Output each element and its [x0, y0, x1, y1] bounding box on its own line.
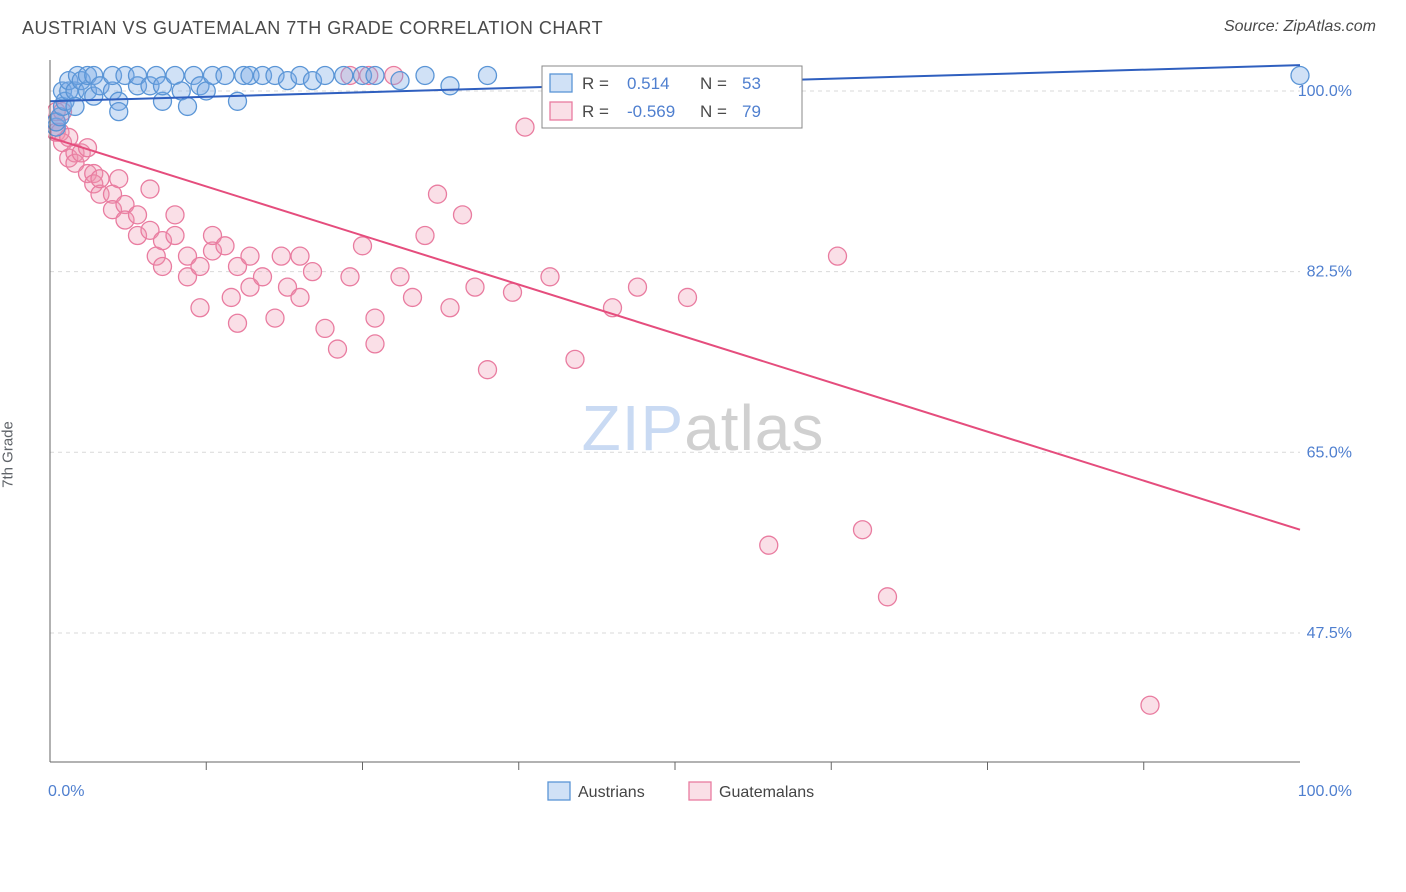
data-point	[354, 237, 372, 255]
legend-n-label: N =	[700, 102, 727, 121]
legend-label: Guatemalans	[719, 784, 814, 801]
data-point	[316, 66, 334, 84]
data-point	[479, 66, 497, 84]
legend-swatch	[548, 782, 570, 800]
data-point	[141, 180, 159, 198]
data-point	[404, 288, 422, 306]
data-point	[566, 350, 584, 368]
chart-title: AUSTRIAN VS GUATEMALAN 7TH GRADE CORRELA…	[22, 18, 603, 39]
legend-r-label: R =	[582, 102, 609, 121]
x-tick-label: 0.0%	[48, 783, 84, 800]
legend-r-value: -0.569	[627, 102, 675, 121]
chart-svg: 47.5% 65.0% 82.5% 100.0% 0.0% 100.0% R = 0.514 N…	[48, 58, 1358, 810]
data-point	[1141, 696, 1159, 714]
legend-r-value: 0.514	[627, 74, 670, 93]
y-axis-label: 7th Grade	[0, 421, 17, 488]
data-point	[1291, 66, 1309, 84]
data-point	[335, 66, 353, 84]
data-point	[304, 263, 322, 281]
data-point	[329, 340, 347, 358]
data-point	[441, 77, 459, 95]
data-point	[366, 335, 384, 353]
trend-line	[50, 137, 1300, 529]
data-point	[191, 299, 209, 317]
data-point	[629, 278, 647, 296]
data-point	[854, 521, 872, 539]
legend-swatch	[550, 74, 572, 92]
y-tick-label: 100.0%	[1298, 83, 1352, 100]
data-point	[291, 247, 309, 265]
data-point	[504, 283, 522, 301]
data-point	[391, 268, 409, 286]
data-point	[110, 103, 128, 121]
series-legend: Austrians Guatemalans	[548, 782, 814, 801]
data-point	[266, 309, 284, 327]
correlation-legend: R = 0.514 N = 53 R = -0.569 N = 79	[542, 66, 802, 128]
legend-n-value: 53	[742, 74, 761, 93]
data-point	[679, 288, 697, 306]
data-point	[341, 268, 359, 286]
legend-n-value: 79	[742, 102, 761, 121]
y-tick-label: 47.5%	[1307, 625, 1352, 642]
data-point	[254, 268, 272, 286]
data-point	[129, 206, 147, 224]
data-point	[191, 257, 209, 275]
data-point	[516, 118, 534, 136]
source-attribution: Source: ZipAtlas.com	[1224, 18, 1376, 36]
data-point	[91, 170, 109, 188]
data-point	[179, 97, 197, 115]
data-point	[541, 268, 559, 286]
data-point	[416, 66, 434, 84]
y-tick-label: 82.5%	[1307, 264, 1352, 281]
y-tick-label: 65.0%	[1307, 444, 1352, 461]
data-point	[110, 170, 128, 188]
data-point	[760, 536, 778, 554]
legend-swatch	[550, 102, 572, 120]
data-point	[216, 66, 234, 84]
x-tick-label: 100.0%	[1298, 783, 1352, 800]
data-point	[241, 247, 259, 265]
data-point	[291, 288, 309, 306]
data-point	[222, 288, 240, 306]
data-point	[272, 247, 290, 265]
data-point	[391, 72, 409, 90]
data-point	[441, 299, 459, 317]
data-point	[166, 206, 184, 224]
data-point	[229, 314, 247, 332]
data-point	[216, 237, 234, 255]
data-point	[879, 588, 897, 606]
data-point	[479, 361, 497, 379]
data-point	[366, 309, 384, 327]
legend-swatch	[689, 782, 711, 800]
legend-label: Austrians	[578, 784, 645, 801]
scatter-chart: 47.5% 65.0% 82.5% 100.0% 0.0% 100.0% R = 0.514 N…	[48, 58, 1358, 810]
data-point	[454, 206, 472, 224]
data-point	[166, 227, 184, 245]
data-point	[366, 66, 384, 84]
data-point	[466, 278, 484, 296]
legend-r-label: R =	[582, 74, 609, 93]
data-point	[416, 227, 434, 245]
data-point	[316, 319, 334, 337]
data-point	[154, 257, 172, 275]
data-point	[429, 185, 447, 203]
legend-n-label: N =	[700, 74, 727, 93]
data-point	[829, 247, 847, 265]
